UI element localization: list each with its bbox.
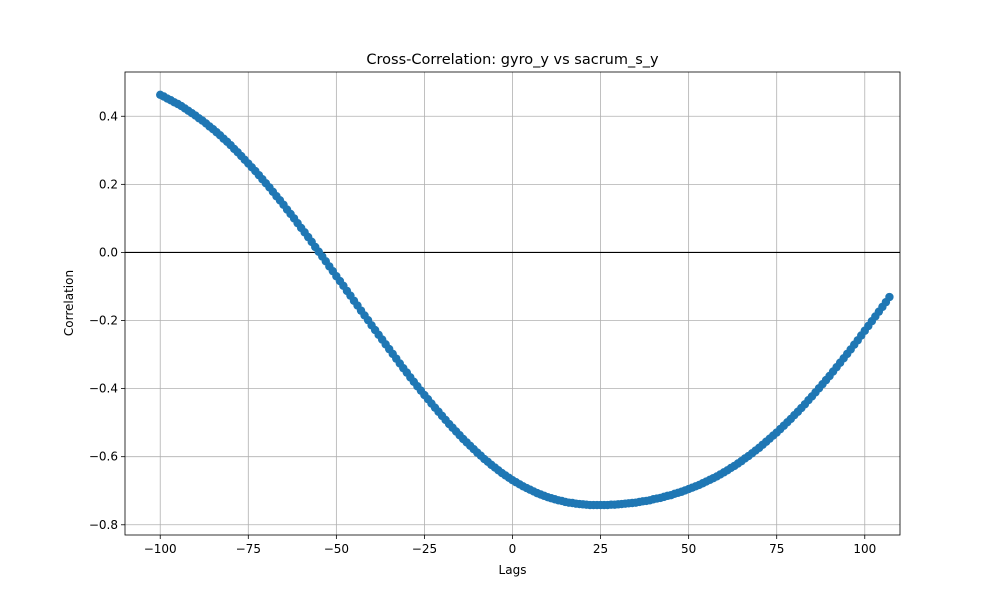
y-tick-label: −0.6 (89, 450, 118, 464)
x-tick-label: −50 (324, 542, 349, 556)
x-tick-label: −100 (144, 542, 177, 556)
x-tick-label: 50 (681, 542, 696, 556)
x-axis-ticks: −100 −75 −50 −25 0 25 50 75 100 (144, 535, 876, 556)
y-tick-label: 0.4 (99, 109, 118, 123)
y-tick-label: −0.4 (89, 382, 118, 396)
y-axis-label: Correlation (62, 270, 76, 336)
x-tick-label: −75 (236, 542, 261, 556)
data-point (885, 292, 894, 302)
y-tick-label: −0.8 (89, 518, 118, 532)
y-axis-ticks: 0.4 0.2 0.0 −0.2 −0.4 −0.6 −0.8 (89, 109, 125, 532)
y-tick-label: 0.0 (99, 245, 118, 259)
x-tick-label: 25 (593, 542, 608, 556)
data-points (156, 90, 894, 510)
x-tick-label: −25 (412, 542, 437, 556)
y-tick-label: −0.2 (89, 314, 118, 328)
x-tick-label: 75 (769, 542, 784, 556)
x-tick-label: 100 (853, 542, 876, 556)
x-tick-label: 0 (509, 542, 517, 556)
chart-title: Cross-Correlation: gyro_y vs sacrum_s_y (366, 52, 659, 68)
x-axis-label: Lags (499, 563, 527, 577)
y-tick-label: 0.2 (99, 177, 118, 191)
